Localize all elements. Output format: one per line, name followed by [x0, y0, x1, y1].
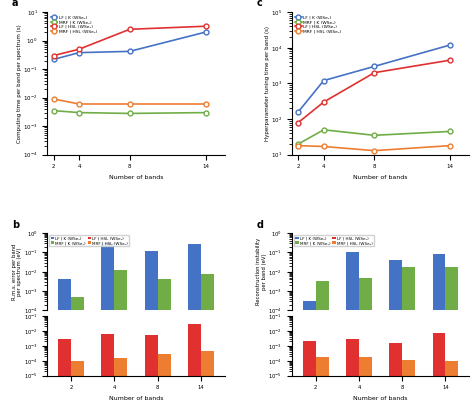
MRF | HSL (WSe₂) — [372, 148, 377, 153]
MRF | K (WSe₂) — [203, 110, 209, 115]
Bar — [316, 281, 329, 404]
Bar — [58, 280, 71, 404]
Bar — [158, 354, 171, 404]
Line: LF | HSL (WSe₂): LF | HSL (WSe₂) — [51, 24, 208, 58]
Y-axis label: Computing time per band per spectrum (s): Computing time per band per spectrum (s) — [17, 24, 22, 143]
Bar — [101, 334, 114, 404]
Bar — [101, 243, 114, 404]
MRF | K (WSe₂) — [321, 127, 327, 132]
Line: LF | K (WSe₂): LF | K (WSe₂) — [296, 42, 453, 114]
Bar — [201, 274, 214, 404]
Bar — [446, 361, 458, 404]
LF | K (WSe₂) — [447, 42, 453, 47]
Y-axis label: R.m.s. error per band
per spectrum (eV): R.m.s. error per band per spectrum (eV) — [11, 244, 22, 300]
MRF | HSL (WSe₂) — [203, 101, 209, 106]
Legend: LF | K (WSe₂), MRF | K (WSe₂), LF | HSL (WSe₂), MRF | HSL (WSe₂): LF | K (WSe₂), MRF | K (WSe₂), LF | HSL … — [294, 15, 342, 35]
Bar — [145, 251, 158, 404]
Legend: LF | K (WSe₂), MRF | K (WSe₂), LF | HSL (WSe₂), MRF | HSL (WSe₂): LF | K (WSe₂), MRF | K (WSe₂), LF | HSL … — [50, 15, 98, 35]
Bar — [346, 339, 359, 404]
Y-axis label: Hyperparameter tuning time per band (s): Hyperparameter tuning time per band (s) — [264, 26, 270, 141]
Bar — [389, 260, 402, 404]
Bar — [114, 358, 128, 404]
MRF | HSL (WSe₂) — [127, 101, 133, 106]
Line: MRF | K (WSe₂): MRF | K (WSe₂) — [51, 108, 208, 116]
Bar — [145, 335, 158, 404]
X-axis label: Number of bands: Number of bands — [109, 175, 163, 180]
MRF | HSL (WSe₂) — [321, 144, 327, 149]
LF | K (WSe₂) — [203, 29, 209, 34]
LF | K (WSe₂) — [372, 64, 377, 69]
MRF | HSL (WSe₂) — [447, 143, 453, 148]
Bar — [359, 357, 372, 404]
X-axis label: Number of bands: Number of bands — [354, 396, 408, 401]
Bar — [432, 255, 446, 404]
LF | HSL (WSe₂) — [321, 100, 327, 105]
LF | HSL (WSe₂) — [76, 47, 82, 52]
MRF | K (WSe₂) — [127, 111, 133, 116]
Bar — [303, 341, 316, 404]
Bar — [359, 278, 372, 404]
LF | K (WSe₂) — [295, 109, 301, 114]
MRF | K (WSe₂) — [51, 108, 56, 113]
Bar — [402, 360, 415, 404]
Legend: LF | K (WSe₂), MRF | K (WSe₂), LF | HSL (WSe₂), MRF | HSL (WSe₂): LF | K (WSe₂), MRF | K (WSe₂), LF | HSL … — [49, 235, 129, 246]
Bar — [188, 324, 201, 404]
LF | K (WSe₂) — [51, 57, 56, 62]
Bar — [446, 267, 458, 404]
Line: LF | HSL (WSe₂): LF | HSL (WSe₂) — [296, 58, 453, 125]
LF | HSL (WSe₂) — [51, 53, 56, 58]
LF | HSL (WSe₂) — [203, 24, 209, 29]
Y-axis label: Reconstruction instability
per band (eV): Reconstruction instability per band (eV) — [256, 238, 267, 305]
X-axis label: Number of bands: Number of bands — [109, 396, 163, 401]
LF | K (WSe₂) — [76, 50, 82, 55]
Bar — [158, 280, 171, 404]
LF | HSL (WSe₂) — [295, 120, 301, 125]
Line: LF | K (WSe₂): LF | K (WSe₂) — [51, 29, 208, 62]
LF | HSL (WSe₂) — [372, 70, 377, 75]
Bar — [71, 362, 84, 404]
LF | HSL (WSe₂) — [447, 58, 453, 63]
LF | HSL (WSe₂) — [127, 27, 133, 32]
X-axis label: Number of bands: Number of bands — [354, 175, 408, 180]
Bar — [188, 244, 201, 404]
MRF | K (WSe₂) — [447, 129, 453, 134]
Line: MRF | K (WSe₂): MRF | K (WSe₂) — [296, 127, 453, 146]
Bar — [71, 297, 84, 404]
MRF | K (WSe₂) — [372, 133, 377, 138]
MRF | K (WSe₂) — [76, 110, 82, 115]
MRF | HSL (WSe₂) — [76, 101, 82, 106]
Text: d: d — [256, 221, 264, 231]
Bar — [432, 333, 446, 404]
Text: b: b — [12, 221, 19, 231]
Bar — [114, 270, 128, 404]
Line: MRF | HSL (WSe₂): MRF | HSL (WSe₂) — [296, 143, 453, 153]
Bar — [303, 301, 316, 404]
Bar — [346, 252, 359, 404]
Bar — [402, 267, 415, 404]
LF | K (WSe₂) — [127, 49, 133, 54]
Bar — [316, 357, 329, 404]
Legend: LF | K (WSe₂), MRF | K (WSe₂), LF | HSL (WSe₂), MRF | HSL (WSe₂): LF | K (WSe₂), MRF | K (WSe₂), LF | HSL … — [294, 235, 374, 246]
MRF | HSL (WSe₂) — [295, 143, 301, 148]
Bar — [389, 343, 402, 404]
Text: a: a — [12, 0, 18, 8]
Bar — [58, 339, 71, 404]
MRF | K (WSe₂) — [295, 141, 301, 146]
Bar — [201, 351, 214, 404]
LF | K (WSe₂) — [321, 78, 327, 83]
Line: MRF | HSL (WSe₂): MRF | HSL (WSe₂) — [51, 97, 208, 106]
MRF | HSL (WSe₂) — [51, 97, 56, 101]
Text: c: c — [256, 0, 262, 8]
